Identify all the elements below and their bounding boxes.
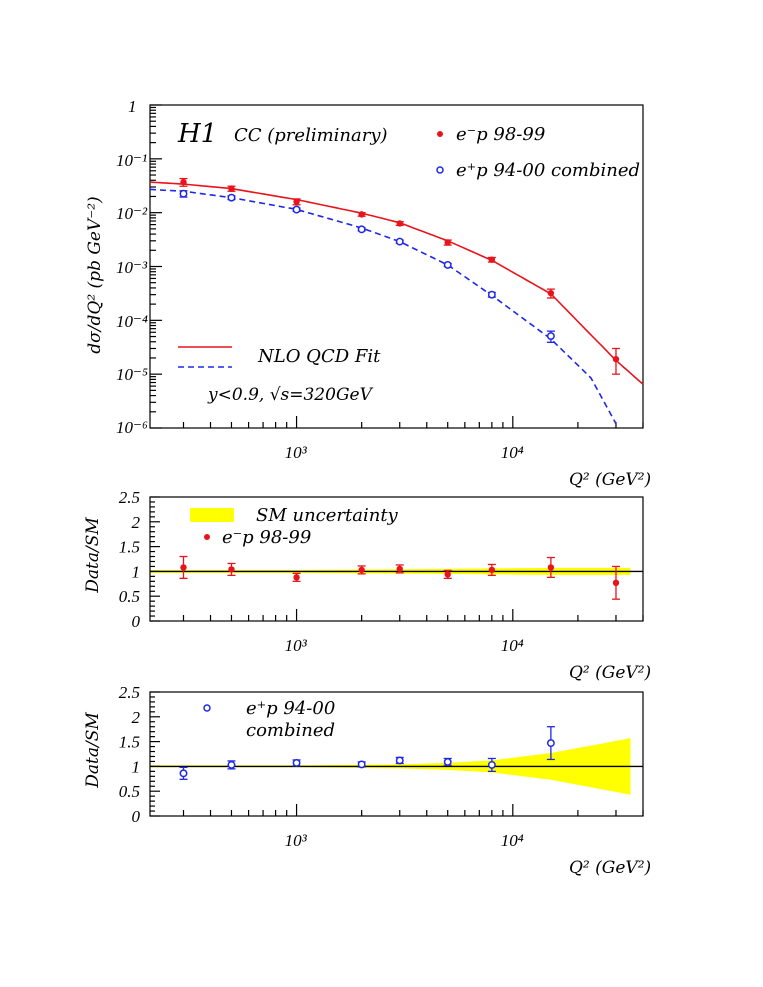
- y-tick-label: 10⁻⁵: [116, 365, 148, 384]
- data-point: [443, 757, 452, 766]
- data-point: [546, 332, 555, 341]
- legend-band-swatch: [190, 508, 234, 522]
- data-point: [179, 769, 188, 778]
- data-point: [228, 185, 235, 192]
- data-point: [396, 220, 403, 227]
- legend-marker-eminus-ratio: [204, 534, 210, 540]
- x-tick-label: 10⁴: [501, 831, 524, 850]
- y-tick-label: 0.5: [119, 587, 140, 606]
- data-point: [357, 225, 366, 234]
- data-point: [227, 760, 236, 769]
- data-point: [292, 758, 301, 767]
- data-point: [357, 760, 366, 769]
- x-tick-label: 10⁴: [501, 636, 524, 655]
- legend-label-band: SM uncertainty: [256, 505, 399, 526]
- y-tick-label: 2: [132, 513, 141, 532]
- y-tick-label: 10⁻⁴: [116, 312, 148, 331]
- y-axis-label: dσ/dQ² (pb GeV⁻²): [85, 196, 105, 353]
- experiment-label: H1: [177, 119, 217, 149]
- legend-marker-eplus: [436, 166, 444, 174]
- x-axis-label: Q² (GeV²): [569, 470, 651, 490]
- data-point: [546, 739, 555, 748]
- y-tick-label: 2.5: [119, 683, 140, 702]
- x-tick-label: 10³: [285, 636, 308, 655]
- data-point: [612, 579, 620, 587]
- legend-label-eplus-ratio: e⁺p 94-00: [246, 698, 335, 719]
- legend-label-eplus: e⁺p 94-00 combined: [456, 160, 640, 181]
- data-point: [444, 571, 451, 578]
- y-tick-label: 0.5: [119, 782, 140, 801]
- data-point: [488, 256, 496, 263]
- y-axis-label: Data/SM: [83, 517, 103, 594]
- data-point: [547, 564, 555, 571]
- y-tick-label: 10⁻³: [116, 258, 148, 277]
- data-point: [179, 189, 188, 198]
- data-point: [444, 239, 451, 246]
- y-tick-label: 1: [132, 757, 141, 776]
- data-point: [396, 565, 403, 573]
- plot-frame-ratio: [149, 496, 644, 622]
- data-point: [487, 290, 496, 299]
- y-axis-label: Data/SM: [83, 712, 103, 789]
- y-tick-label: 1.5: [119, 538, 140, 557]
- x-tick-label: 10⁴: [501, 443, 524, 462]
- legend-label-eminus-ratio: e⁻p 98-99: [222, 527, 311, 548]
- annotation-cuts: y<0.9, √s=320GeV: [207, 385, 374, 405]
- x-tick-label: 10³: [285, 443, 308, 462]
- data-point: [488, 566, 496, 574]
- y-tick-label: 1: [128, 97, 137, 116]
- y-tick-label: 2.5: [119, 488, 140, 507]
- y-tick-label: 10⁻⁶: [116, 418, 148, 437]
- fit-curve-1: [149, 188, 617, 425]
- y-tick-label: 1: [132, 562, 141, 581]
- y-tick-label: 2: [132, 708, 141, 727]
- data-point: [487, 760, 496, 769]
- y-tick-label: 0: [132, 807, 141, 826]
- x-axis-label: Q² (GeV²): [569, 858, 651, 878]
- data-point: [228, 566, 235, 573]
- legend-label-eplus-ratio-line2: combined: [246, 720, 335, 741]
- y-tick-label: 0: [132, 612, 141, 631]
- legend-label-eminus: e⁻p 98-99: [456, 124, 545, 145]
- data-point: [293, 574, 300, 581]
- y-tick-label: 10⁻¹: [116, 151, 147, 170]
- data-point: [358, 211, 365, 218]
- data-point: [180, 564, 187, 571]
- y-tick-label: 10⁻²: [116, 204, 148, 223]
- x-axis-label: Q² (GeV²): [569, 663, 651, 683]
- plot-frame-ratio: [149, 691, 644, 817]
- data-point: [395, 237, 404, 246]
- plot-frame-top: [149, 104, 644, 429]
- x-tick-label: 10³: [285, 831, 308, 850]
- data-point: [443, 260, 452, 269]
- legend-marker-eplus-ratio: [203, 704, 211, 712]
- data-point: [395, 756, 404, 765]
- data-point: [547, 289, 555, 297]
- chart-title: CC (preliminary): [234, 125, 388, 146]
- data-point: [292, 205, 301, 214]
- legend-marker-eminus: [437, 131, 443, 137]
- data-point: [612, 355, 620, 363]
- data-point: [227, 193, 236, 202]
- y-tick-label: 1.5: [119, 733, 140, 752]
- legend-label-fit: NLO QCD Fit: [257, 346, 381, 367]
- data-point: [293, 198, 300, 205]
- fit-curve-0: [149, 181, 644, 385]
- data-point: [180, 178, 187, 186]
- data-point: [358, 566, 365, 574]
